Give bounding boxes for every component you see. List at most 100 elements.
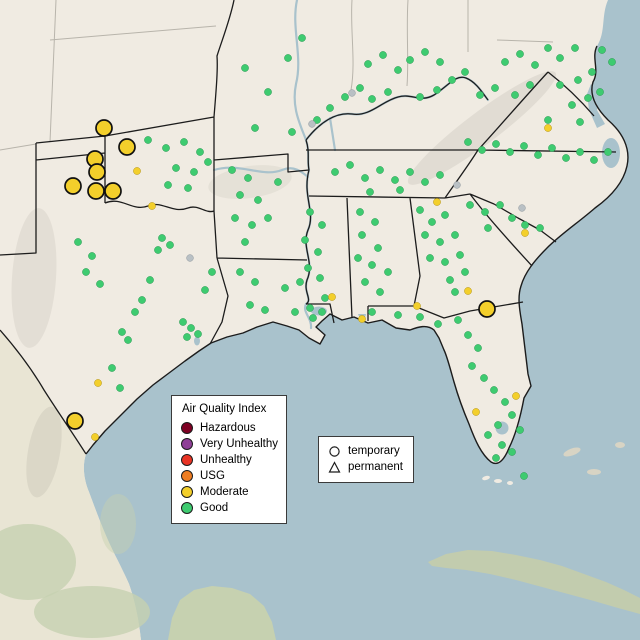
station-marker-moderate [133,167,141,175]
station-marker-good [520,142,528,150]
station-marker-moderate-temporary [104,182,122,200]
station-marker-good [376,166,384,174]
station-marker-good [306,304,314,312]
station-marker-good [498,441,506,449]
station-marker-good [506,148,514,156]
station-marker-moderate [358,315,366,323]
station-marker-good [434,320,442,328]
legend-item-moderate: Moderate [181,484,276,500]
station-marker-good [162,144,170,152]
station-marker-good [556,54,564,62]
station-marker-moderate [413,302,421,310]
station-marker-moderate [328,293,336,301]
very-unhealthy-swatch-icon [181,438,193,450]
station-marker-good [590,156,598,164]
station-marker-good [231,214,239,222]
station-marker-good [484,224,492,232]
florida-keys-island [494,479,502,483]
station-marker-good [274,178,282,186]
station-marker-good [421,178,429,186]
station-marker-good [326,104,334,112]
station-marker-good [284,54,292,62]
station-marker-no-data [348,89,356,97]
station-marker-moderate-temporary [478,300,496,318]
station-marker-moderate [472,408,480,416]
station-marker-good [356,84,364,92]
station-marker-good [364,60,372,68]
station-marker-good [406,56,414,64]
station-marker-good [396,186,404,194]
station-marker-good [118,328,126,336]
station-marker-moderate [521,229,529,237]
station-marker-good [187,324,195,332]
station-marker-good [464,138,472,146]
station-marker-good [446,276,454,284]
station-marker-good [246,301,254,309]
station-marker-moderate-temporary [88,163,106,181]
station-marker-good [384,88,392,96]
legend-item-very-unhealthy: Very Unhealthy [181,436,278,452]
appalachian-terrain-shading [407,71,557,185]
aqi-legend: Air Quality Index Hazardous Very Unhealt… [171,395,287,524]
station-marker-good [468,362,476,370]
station-marker-good [251,124,259,132]
station-marker-good [244,174,252,182]
station-marker-good [574,76,582,84]
station-marker-good [236,191,244,199]
permanent-triangle-icon [328,460,341,473]
station-marker-moderate-temporary [64,177,82,195]
station-marker-good [454,316,462,324]
station-marker-good [466,201,474,209]
station-marker-good [309,314,317,322]
station-marker-good [184,184,192,192]
station-marker-moderate-temporary [118,138,136,156]
station-marker-good [281,284,289,292]
station-marker-good [448,76,456,84]
station-marker-good [421,48,429,56]
station-marker-good [154,246,162,254]
station-marker-good [544,44,552,52]
station-marker-good [526,81,534,89]
chesapeake-bay [587,84,605,128]
station-marker-good [236,268,244,276]
station-marker-good [354,254,362,262]
station-marker-good [158,234,166,242]
station-marker-good [501,58,509,66]
station-marker-good [251,278,259,286]
station-marker-no-data [518,204,526,212]
station-marker-good [138,296,146,304]
station-marker-good [346,161,354,169]
aqi-legend-title: Air Quality Index [182,403,267,415]
mexico-vegetation-patch [34,586,150,638]
station-marker-no-data [308,120,316,128]
legend-item-temporary: temporary [328,443,403,459]
bahamas-island [563,447,581,457]
station-marker-moderate-temporary [87,182,105,200]
station-marker-good [204,158,212,166]
station-marker-good [254,196,262,204]
hazardous-swatch-icon [181,422,193,434]
station-marker-good [544,116,552,124]
station-marker-good [494,421,502,429]
mexico-vegetation-patch [100,494,136,554]
sierra-madre-terrain-shading [26,406,62,498]
legend-item-hazardous: Hazardous [181,420,276,436]
station-marker-good [208,268,216,276]
station-marker-moderate [148,202,156,210]
station-marker-good [318,221,326,229]
legend-item-usg: USG [181,468,276,484]
legend-item-permanent: permanent [328,459,403,475]
station-marker-good [228,166,236,174]
station-marker-good [196,148,204,156]
station-marker-good [116,384,124,392]
station-marker-good [264,88,272,96]
station-marker-good [183,333,191,341]
legend-label-good: Good [200,502,229,514]
station-marker-good [144,136,152,144]
station-marker-good [584,94,592,102]
station-marker-good [548,144,556,152]
station-marker-moderate-temporary [95,119,113,137]
station-marker-good [608,58,616,66]
station-marker-good [379,51,387,59]
